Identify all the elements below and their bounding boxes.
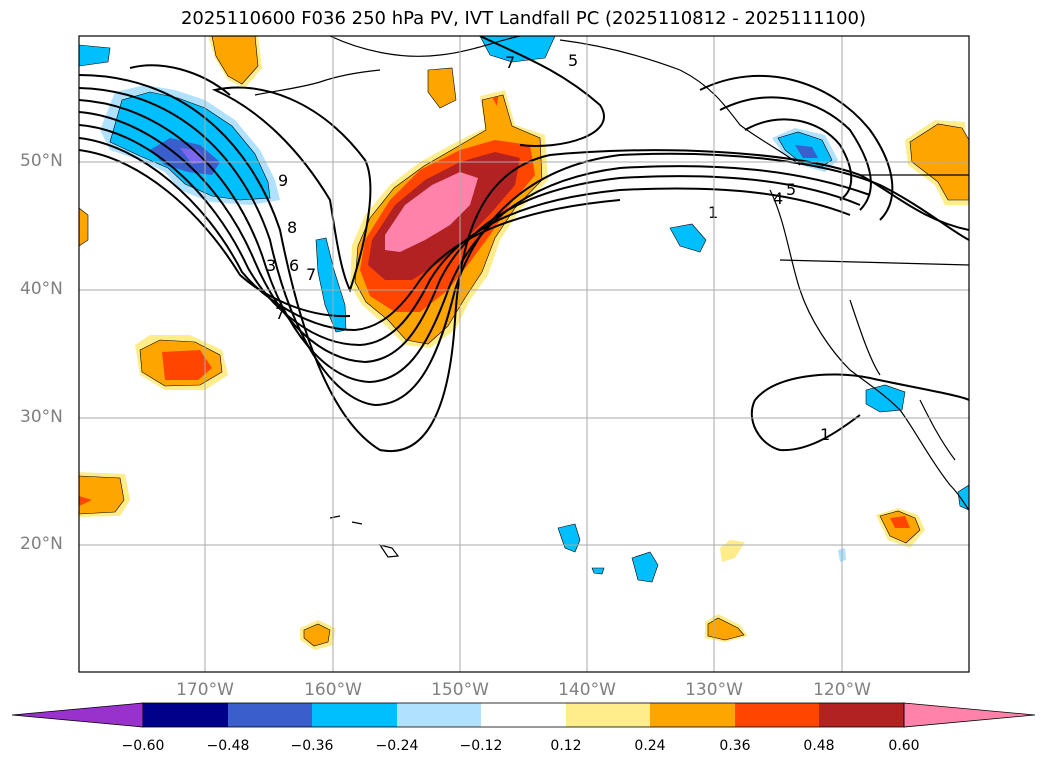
colorbar-segment — [819, 703, 904, 727]
colorbar-tick-label: −0.48 — [206, 738, 250, 754]
contour-label: 1 — [820, 425, 830, 444]
colorbar-tick-label: 0.48 — [803, 738, 835, 754]
contour-label: 3 — [266, 256, 276, 275]
colorbar-tick-label: −0.36 — [290, 738, 334, 754]
colorbar-tick-label: 0.36 — [719, 738, 751, 754]
lon-label-150w: 150°W — [431, 680, 489, 700]
colorbar-segment — [228, 703, 312, 727]
contour-label: 1 — [708, 203, 718, 222]
colorbar-tick-label: 0.24 — [634, 738, 666, 754]
contour-label: 7 — [275, 304, 285, 323]
colorbar-tick-label: 0.12 — [550, 738, 582, 754]
gridlines — [79, 36, 969, 672]
lon-label-120w: 120°W — [813, 680, 871, 700]
colorbar-segment — [397, 703, 481, 727]
colorbar-tick-label: −0.24 — [375, 738, 419, 754]
contour-label: 9 — [278, 171, 288, 190]
colorbar-segment — [735, 703, 819, 727]
colorbar-segment — [143, 703, 228, 727]
lon-label-160w: 160°W — [304, 680, 362, 700]
coastlines — [254, 36, 969, 558]
contour-labels: 7 5 9 8 6 3 7 7 1 4 5 1 — [266, 51, 830, 444]
colorbar-extension-low — [11, 702, 144, 728]
lat-label-20n: 20°N — [20, 534, 63, 554]
colorbar-segment — [312, 703, 397, 727]
contour-label: 5 — [568, 51, 578, 70]
lat-label-50n: 50°N — [20, 151, 63, 171]
lat-label-40n: 40°N — [20, 279, 63, 299]
colorbar-segment — [650, 703, 735, 727]
contour-label: 4 — [773, 189, 783, 208]
lon-label-140w: 140°W — [558, 680, 616, 700]
colorbar-tick-label: −0.60 — [121, 738, 165, 754]
contour-label: 7 — [505, 53, 515, 72]
contour-label: 7 — [306, 265, 316, 284]
lon-label-130w: 130°W — [685, 680, 743, 700]
colorbar-extension-high — [903, 702, 1036, 728]
map-title: 2025110600 F036 250 hPa PV, IVT Landfall… — [180, 8, 867, 29]
colorbar-tick-label: 0.60 — [888, 738, 920, 754]
lon-label-170w: 170°W — [176, 680, 234, 700]
colorbar-tick-label: −0.12 — [459, 738, 503, 754]
lat-label-30n: 30°N — [20, 407, 63, 427]
contour-label: 6 — [289, 256, 299, 275]
map-frame — [78, 35, 970, 673]
pv-contours — [79, 36, 969, 453]
colorbar-segment — [566, 703, 650, 727]
map-plot-area: 7 5 9 8 6 3 7 7 1 4 5 1 — [79, 36, 969, 672]
colorbar — [11, 702, 1036, 728]
contour-label: 8 — [287, 218, 297, 237]
contour-label: 5 — [786, 180, 796, 199]
colorbar-segment — [481, 703, 566, 727]
